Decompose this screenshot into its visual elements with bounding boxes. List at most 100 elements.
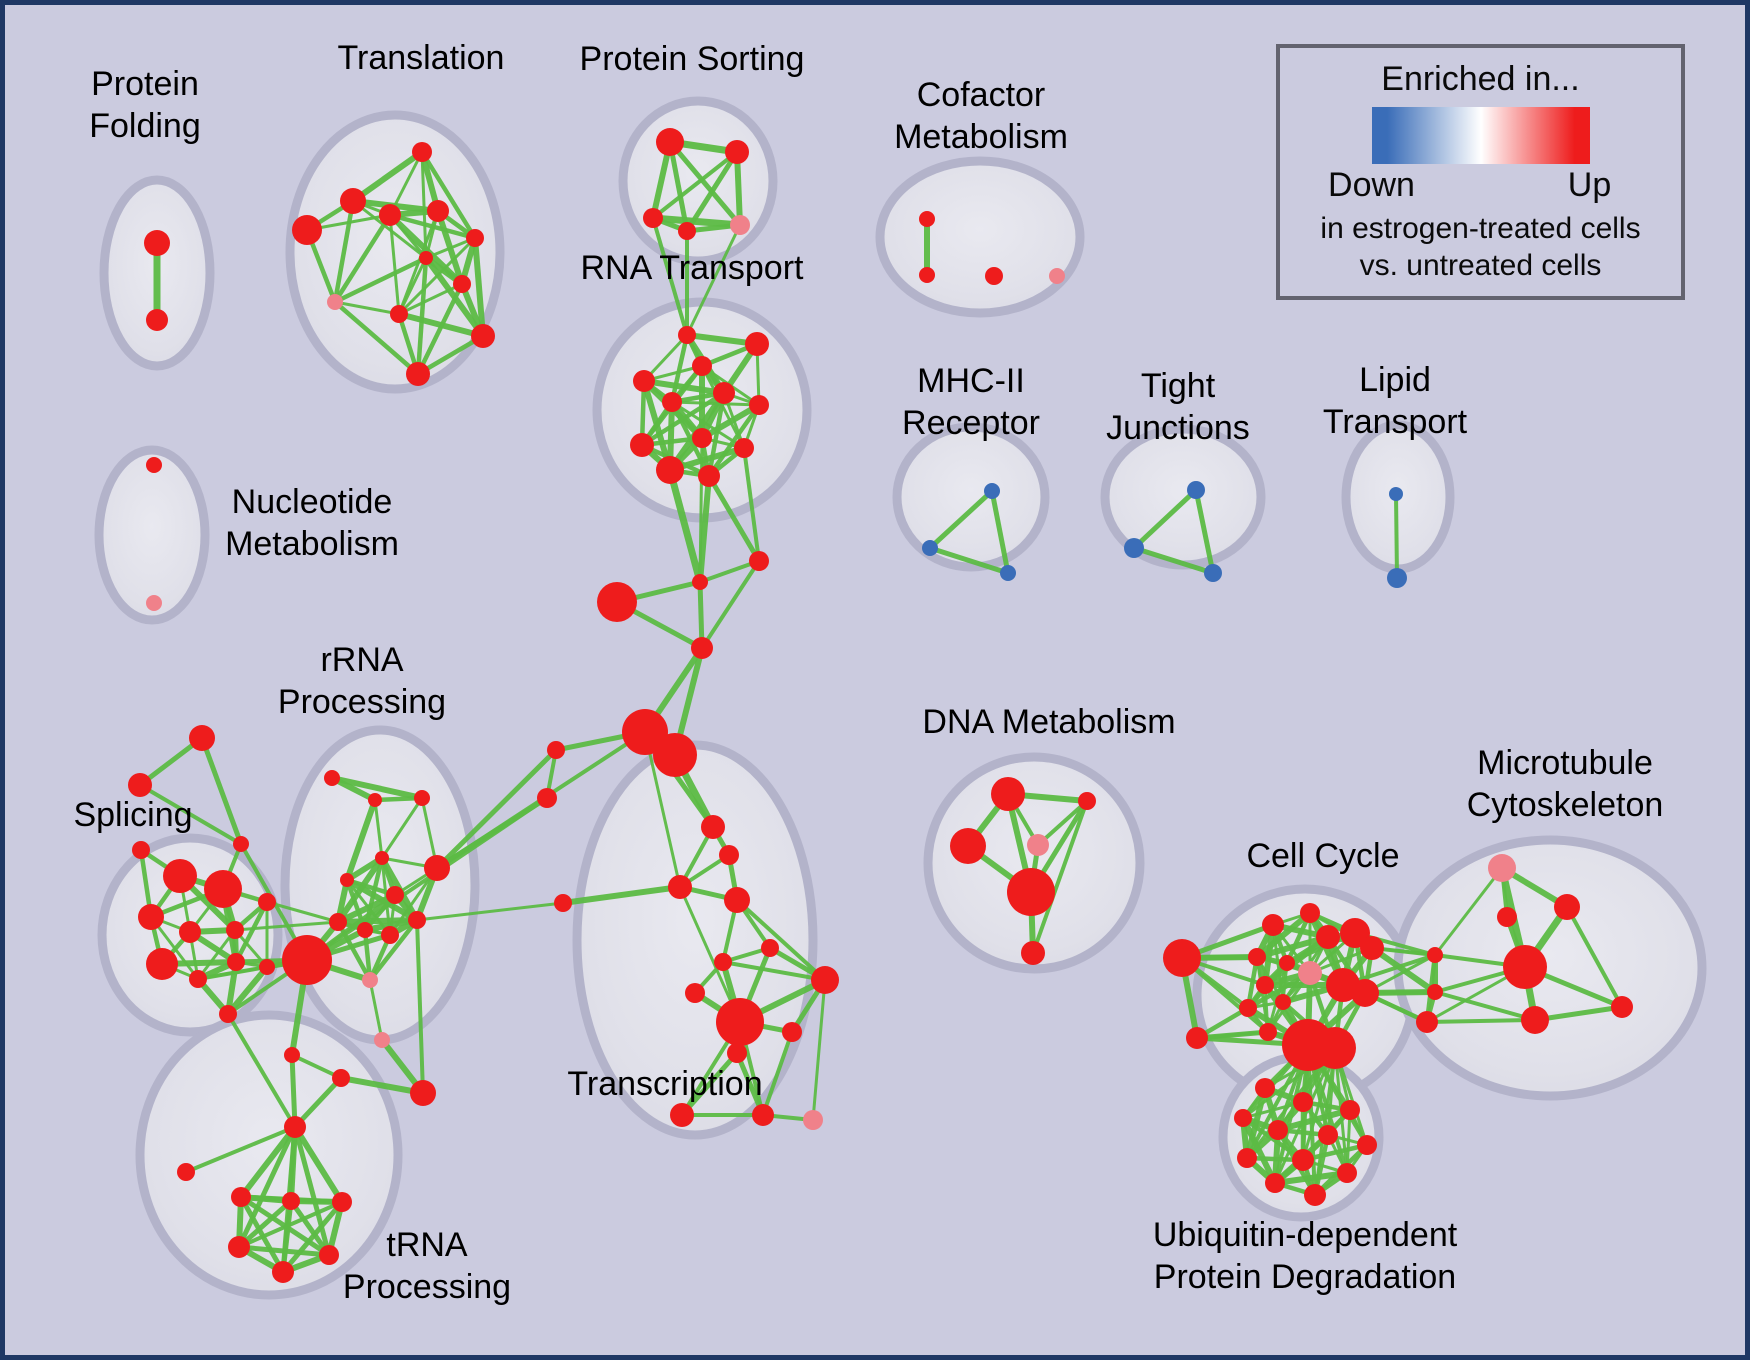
node — [1007, 868, 1055, 916]
node — [284, 1116, 306, 1138]
node — [1237, 1148, 1257, 1168]
node — [1049, 268, 1065, 284]
node — [714, 953, 732, 971]
node — [1186, 1027, 1208, 1049]
edge — [435, 748, 558, 870]
node — [390, 305, 408, 323]
edge — [293, 1076, 343, 1129]
node — [692, 428, 712, 448]
edge — [1193, 489, 1216, 574]
node — [1239, 999, 1257, 1017]
edge — [1031, 800, 1089, 954]
node — [1427, 947, 1443, 963]
edge — [761, 1031, 794, 1116]
legend-down-label: Down — [1328, 166, 1415, 204]
edge — [280, 1200, 294, 1273]
edge — [1256, 934, 1329, 960]
edge — [420, 150, 477, 240]
node — [410, 1080, 436, 1106]
edge — [362, 929, 373, 981]
node — [919, 267, 935, 283]
node — [381, 926, 399, 944]
node — [716, 998, 764, 1046]
cluster-ellipse-trna-processing — [135, 1010, 403, 1300]
node — [1279, 955, 1295, 971]
edge — [238, 1200, 343, 1249]
edge — [380, 797, 424, 859]
edge — [292, 1125, 345, 1204]
node — [727, 1043, 747, 1063]
node — [633, 370, 655, 392]
edge — [700, 559, 761, 650]
node — [189, 970, 207, 988]
legend: Enriched in... Down Up in estrogen-treat… — [1276, 44, 1685, 300]
edge — [1426, 1018, 1536, 1024]
edge — [707, 403, 761, 478]
node — [730, 215, 750, 235]
node — [204, 870, 242, 908]
node — [782, 1022, 802, 1042]
node — [1300, 903, 1320, 923]
node — [374, 1032, 390, 1048]
node — [991, 777, 1025, 811]
node — [1248, 948, 1266, 966]
node — [1360, 936, 1384, 960]
edge — [699, 559, 760, 584]
node — [406, 362, 430, 386]
edge — [1274, 1170, 1348, 1186]
edge — [416, 901, 564, 922]
legend-up-label: Up — [1567, 166, 1612, 204]
node — [292, 215, 322, 245]
edge — [237, 1199, 293, 1249]
node — [226, 921, 244, 939]
cluster-label-dna-metabolism: DNA Metabolism — [922, 703, 1175, 741]
node — [1124, 538, 1144, 558]
node — [386, 886, 404, 904]
cluster-label-microtubule-cytoskeleton: Microtubule Cytoskeleton — [1467, 744, 1664, 824]
edge — [368, 979, 384, 1041]
node — [272, 1261, 294, 1283]
node — [231, 1187, 251, 1207]
cluster-ellipse-microtubule-cytoskeleton — [1393, 835, 1707, 1101]
network-svg: Protein Folding Translation Protein Sorting… — [73, 39, 1707, 1306]
edge — [331, 775, 423, 801]
edge — [336, 920, 372, 982]
edge — [333, 300, 420, 376]
edge — [700, 402, 761, 441]
node — [713, 382, 735, 404]
edge — [1132, 488, 1198, 550]
node — [1416, 1011, 1438, 1033]
cluster-label-trna-processing: tRNA Processing — [343, 1226, 511, 1306]
node — [1163, 939, 1201, 977]
edge — [373, 799, 384, 859]
node — [327, 294, 343, 310]
node — [547, 741, 565, 759]
node — [1256, 976, 1274, 994]
edge — [234, 920, 339, 932]
node — [985, 267, 1003, 285]
node — [146, 595, 162, 611]
node — [919, 211, 935, 227]
edge — [305, 796, 549, 962]
edge — [643, 378, 725, 396]
edge — [742, 447, 761, 562]
node — [228, 1236, 250, 1258]
cluster-label-protein-sorting: Protein Sorting — [580, 40, 805, 78]
edge — [668, 140, 742, 227]
node — [1427, 984, 1443, 1000]
node — [146, 457, 162, 473]
edge — [562, 884, 681, 906]
node — [1337, 1163, 1357, 1183]
edge — [292, 1126, 332, 1256]
node — [597, 582, 637, 622]
node — [128, 773, 152, 797]
edge — [344, 799, 378, 881]
node — [653, 733, 697, 777]
edge — [1433, 867, 1504, 956]
node — [1521, 1006, 1549, 1034]
cluster-ellipse-cofactor-metabolism — [875, 156, 1085, 318]
node — [146, 309, 168, 331]
edge — [196, 929, 237, 980]
node — [453, 275, 471, 293]
node — [1611, 996, 1633, 1018]
